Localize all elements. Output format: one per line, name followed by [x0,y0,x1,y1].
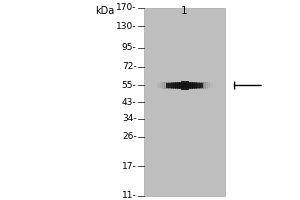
Bar [166,83,203,88]
Bar [166,82,169,89]
Bar [198,82,200,89]
Bar [211,83,213,88]
Bar [200,82,202,89]
Bar [207,82,210,88]
Bar [168,82,170,89]
Bar [205,82,208,89]
Bar [188,82,191,89]
Bar [172,82,174,89]
Bar [177,82,180,89]
Text: kDa: kDa [95,6,114,16]
Bar [162,82,165,89]
Bar [160,82,163,88]
Bar [190,82,193,89]
Bar [209,83,211,88]
Text: 17-: 17- [122,162,136,171]
Text: 95-: 95- [122,43,136,52]
Bar [183,81,185,90]
Bar [169,82,172,89]
Bar [184,81,187,90]
Bar [144,8,225,196]
Bar [201,82,204,89]
Bar [203,82,206,89]
Bar [158,83,161,88]
Text: 130-: 130- [116,22,136,31]
Bar [175,82,178,89]
Bar [181,81,184,90]
Text: 72-: 72- [122,62,136,71]
Text: 34-: 34- [122,114,136,123]
Bar [164,82,167,89]
Text: 11-: 11- [122,192,136,200]
Bar [157,83,159,88]
Bar [192,82,195,89]
Text: 170-: 170- [116,3,136,12]
Bar [194,82,196,89]
Text: 43-: 43- [122,98,136,107]
Text: 55-: 55- [122,81,136,90]
Bar [173,82,176,89]
Bar [179,82,181,89]
Bar [186,81,189,90]
Text: 1: 1 [181,6,188,16]
Text: 26-: 26- [122,132,136,141]
Bar [196,82,198,89]
